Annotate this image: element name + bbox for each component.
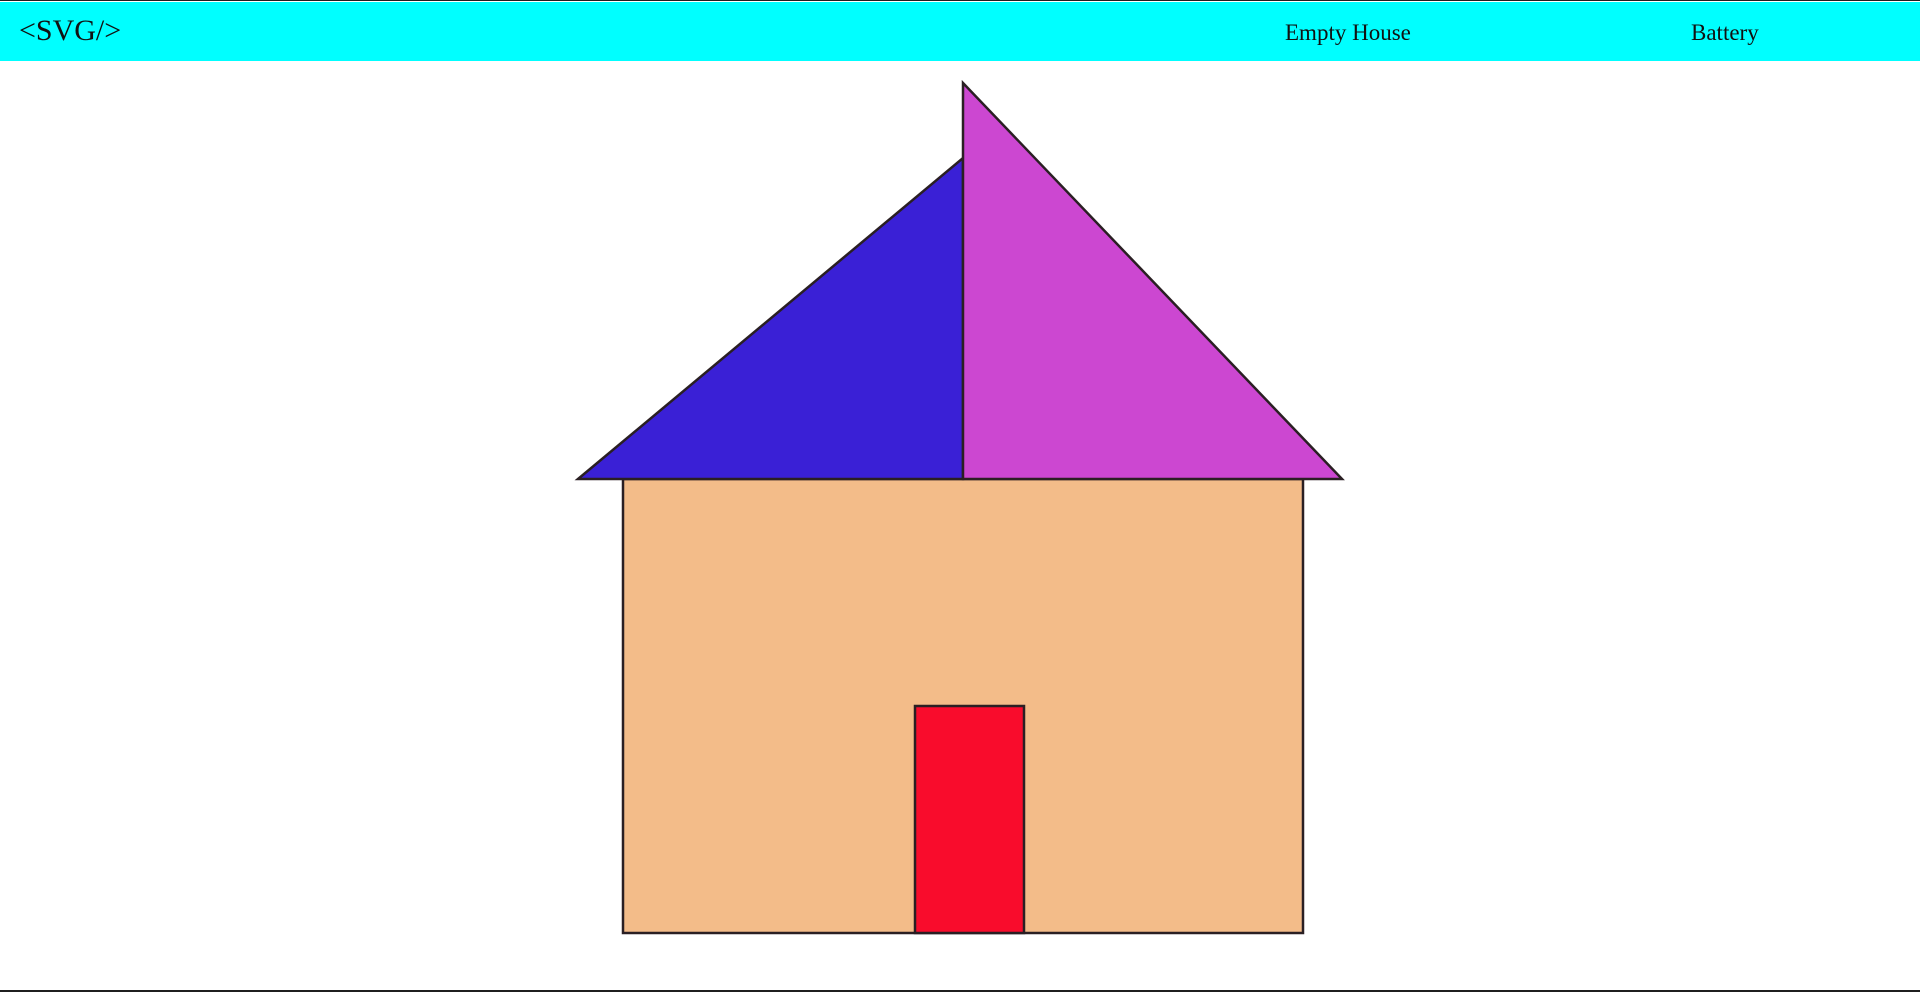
brand-logo[interactable]: <SVG/> <box>19 14 122 47</box>
roof-right <box>961 79 1345 481</box>
roof-left <box>574 155 965 481</box>
navbar: <SVG/> Empty House Battery <box>0 2 1920 61</box>
nav-link-battery[interactable]: Battery <box>1691 20 1759 45</box>
nav-link-empty-house[interactable]: Empty House <box>1285 20 1411 45</box>
house-door <box>913 704 1026 935</box>
